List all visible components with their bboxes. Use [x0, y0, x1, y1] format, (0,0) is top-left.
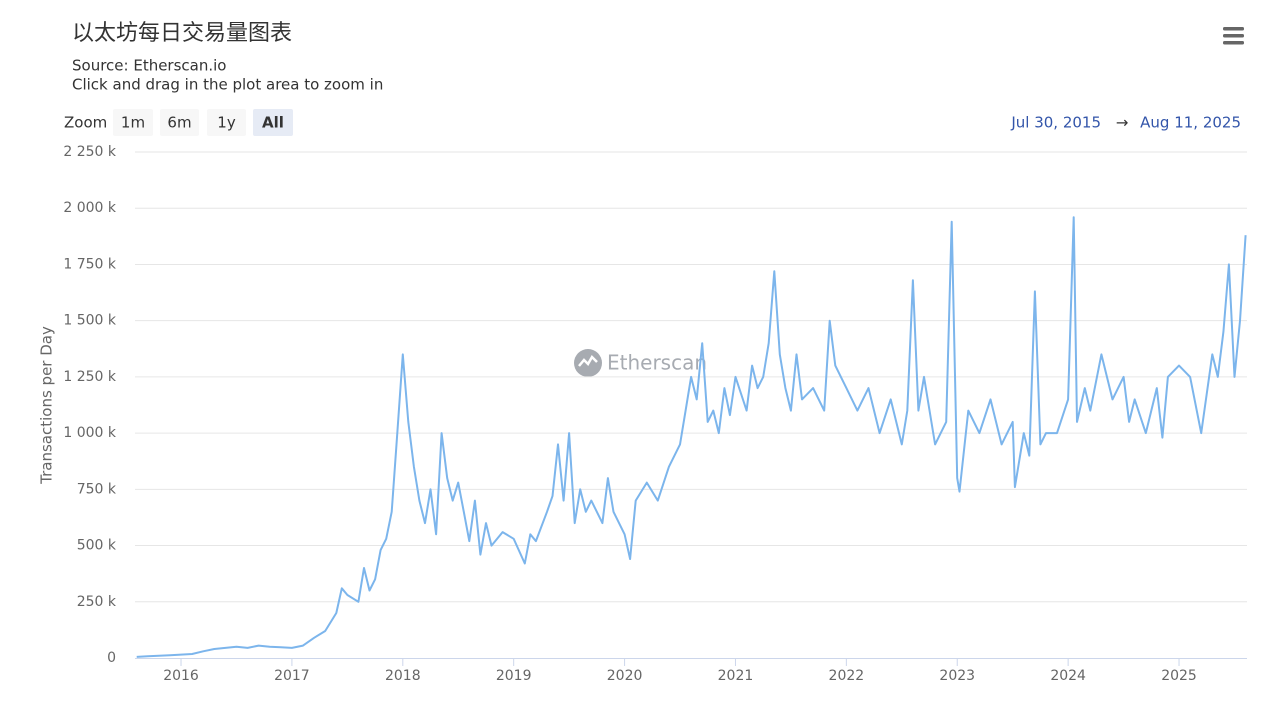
- y-tick-label: 750 k: [77, 481, 117, 497]
- y-tick-label: 1 250 k: [63, 369, 117, 385]
- y-tick-label: 250 k: [77, 594, 117, 610]
- range-separator: →: [1116, 114, 1129, 132]
- chart-title: 以太坊每日交易量图表: [72, 21, 292, 46]
- menu-bar: [1223, 41, 1244, 45]
- zoom-button-label: All: [262, 114, 284, 132]
- y-tick-label: 1 500 k: [63, 313, 117, 329]
- watermark: Etherscan: [574, 349, 707, 377]
- zoom-button-label: 1y: [217, 114, 236, 132]
- y-axis-title: Transactions per Day: [38, 326, 56, 485]
- x-tick-label: 2021: [718, 668, 754, 684]
- zoom-button-bg: [160, 109, 199, 136]
- zoom-button-label: 1m: [121, 114, 145, 132]
- x-tick-label: 2024: [1050, 668, 1086, 684]
- menu-button[interactable]: [1223, 27, 1244, 45]
- zoom-button[interactable]: 1y: [207, 109, 246, 136]
- x-tick-label: 2025: [1161, 668, 1197, 684]
- zoom-button-bg: [207, 109, 246, 136]
- x-tick-label: 2022: [829, 668, 865, 684]
- zoom-button-bg: [113, 109, 153, 136]
- y-tick-label: 2 000 k: [63, 200, 117, 216]
- range-start[interactable]: Jul 30, 2015: [1010, 114, 1101, 132]
- y-tick-label: 1 750 k: [63, 256, 117, 272]
- zoom-button-bg: [253, 109, 293, 136]
- chart-source: Source: Etherscan.io: [72, 57, 226, 75]
- chart-subtitle: Click and drag in the plot area to zoom …: [72, 76, 383, 94]
- series-line: [136, 216, 1247, 658]
- x-tick-label: 2019: [496, 668, 532, 684]
- y-tick-label: 1 000 k: [63, 425, 117, 441]
- zoom-button[interactable]: 6m: [160, 109, 199, 136]
- watermark-text: Etherscan: [607, 351, 707, 375]
- x-tick-label: 2016: [163, 668, 199, 684]
- zoom-button[interactable]: All: [253, 109, 293, 136]
- y-tick-label: 0: [107, 650, 116, 666]
- zoom-button[interactable]: 1m: [113, 109, 153, 136]
- zoom-button-label: 6m: [167, 114, 191, 132]
- x-tick-label: 2020: [607, 668, 643, 684]
- x-tick-label: 2023: [939, 668, 975, 684]
- menu-bar: [1223, 27, 1244, 31]
- menu-bar: [1223, 34, 1244, 38]
- x-tick-label: 2017: [274, 668, 310, 684]
- zoom-label: Zoom: [64, 114, 107, 132]
- range-end[interactable]: Aug 11, 2025: [1140, 114, 1241, 132]
- x-tick-label: 2018: [385, 668, 421, 684]
- watermark-logo-line: [578, 354, 598, 367]
- y-tick-label: 2 250 k: [63, 144, 117, 160]
- y-tick-label: 500 k: [77, 538, 117, 554]
